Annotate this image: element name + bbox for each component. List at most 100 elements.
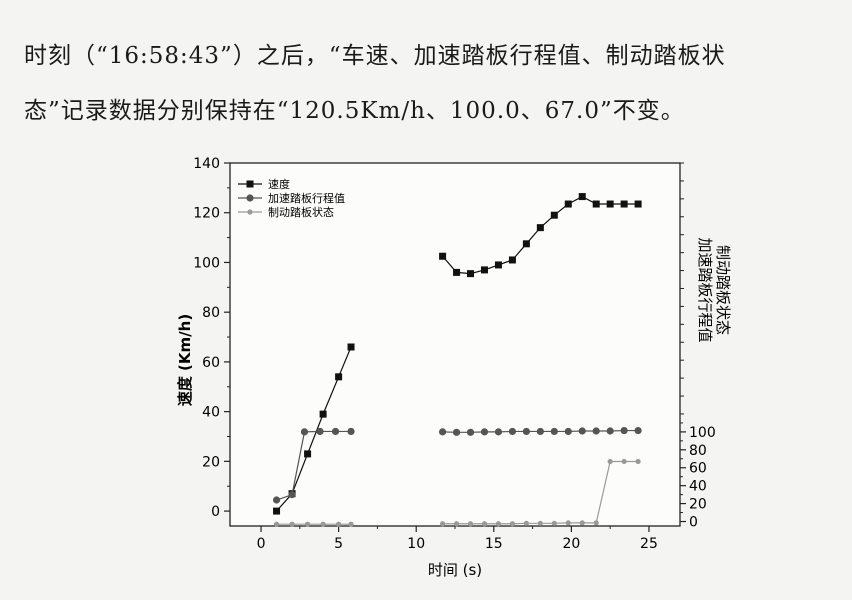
y-tick-label: 60 — [202, 355, 220, 371]
data-point — [522, 240, 530, 248]
x-tick-label: 0 — [257, 536, 266, 552]
data-point — [509, 521, 516, 527]
data-point — [319, 410, 327, 418]
data-point — [565, 520, 571, 526]
y2-tick-label: 40 — [689, 479, 707, 495]
x-tick-label: 5 — [334, 536, 343, 552]
data-point — [304, 450, 312, 458]
y2-tick-label: 100 — [689, 425, 716, 441]
y-tick-label: 120 — [193, 206, 220, 222]
y2-axis-label-2: 制动踏板状态 — [714, 245, 732, 335]
data-point — [607, 458, 613, 465]
data-point — [579, 520, 585, 526]
series-square — [273, 193, 642, 515]
data-point — [320, 521, 326, 527]
data-point — [289, 521, 295, 527]
series-circle — [272, 426, 642, 504]
data-point — [508, 256, 516, 264]
legend-label: 制动踏板状态 — [268, 205, 334, 219]
data-point — [606, 427, 614, 435]
data-point — [606, 200, 614, 208]
x-axis-label: 时间 (s) — [428, 561, 482, 579]
data-point — [551, 520, 557, 526]
x-tick-label: 25 — [640, 536, 658, 552]
data-point — [508, 427, 517, 436]
y-tick-label: 80 — [202, 305, 220, 321]
y-tick-label: 140 — [193, 156, 220, 172]
data-point — [620, 426, 628, 435]
data-point — [272, 496, 281, 504]
data-point — [453, 268, 461, 276]
y-tick-label: 100 — [193, 255, 220, 271]
data-point — [452, 428, 461, 436]
data-point — [335, 373, 343, 381]
data-point — [481, 521, 488, 527]
text-line-1: 时刻（“16:58:43”）之后，“车速、加速踏板行程值、制动踏板状 — [24, 43, 726, 69]
data-point — [634, 426, 642, 435]
data-point — [348, 521, 354, 527]
data-point — [564, 200, 572, 208]
legend-label: 加速踏板行程值 — [268, 191, 345, 205]
data-point — [578, 427, 586, 435]
x-tick-label: 15 — [485, 536, 503, 552]
data-point — [246, 180, 254, 188]
data-point — [494, 428, 503, 436]
data-point — [522, 427, 530, 436]
data-point — [592, 200, 600, 208]
data-point — [438, 428, 447, 436]
data-point — [578, 193, 586, 201]
data-point — [550, 427, 558, 436]
y-axis-label: 速度 (Km/h) — [176, 314, 194, 406]
legend-label: 速度 — [268, 177, 290, 191]
data-point — [620, 200, 628, 208]
data-point — [336, 521, 342, 527]
data-point — [495, 521, 502, 527]
data-point — [347, 343, 355, 351]
data-point — [564, 427, 572, 436]
axis-ticks: 0 5 10 15 20 25 0 20 40 60 80 100 120 140 0 20 40 60 80 100 — [193, 156, 715, 552]
data-point — [439, 521, 446, 527]
data-point — [621, 458, 627, 465]
y2-tick-label: 0 — [689, 515, 698, 531]
data-point — [494, 261, 502, 269]
data-point — [273, 521, 280, 527]
y-tick-label: 0 — [211, 504, 220, 520]
data-point — [467, 521, 474, 527]
data-point — [592, 427, 600, 435]
y2-tick-label: 80 — [689, 443, 707, 459]
series-layer — [272, 193, 642, 527]
data-point — [304, 521, 311, 527]
data-point — [467, 270, 475, 278]
y2-tick-label: 60 — [689, 461, 707, 477]
x-tick-label: 20 — [562, 536, 580, 552]
plot-area — [229, 162, 681, 527]
y2-axis-label-1: 加速踏板行程值 — [696, 237, 714, 342]
data-point — [480, 428, 489, 436]
data-point — [273, 507, 281, 515]
data-point — [635, 458, 641, 465]
data-point — [634, 200, 642, 208]
x-tick-label: 10 — [407, 536, 425, 552]
text-line-2: 态”记录数据分别保持在“120.5Km/h、100.0、67.0”不变。 — [24, 98, 685, 124]
data-point — [439, 252, 447, 260]
data-point — [536, 224, 544, 232]
data-point — [288, 491, 296, 499]
data-point — [480, 266, 488, 274]
series-circle-small — [273, 458, 641, 527]
y-tick-label: 20 — [202, 454, 220, 470]
data-point — [466, 428, 475, 436]
data-point — [331, 427, 340, 436]
data-point — [247, 209, 253, 215]
y-tick-label: 40 — [202, 405, 220, 421]
data-point — [300, 428, 309, 436]
data-point — [536, 427, 544, 436]
data-point — [246, 194, 254, 202]
data-point — [550, 211, 558, 219]
data-point — [537, 520, 543, 526]
data-point — [523, 520, 529, 526]
data-point — [593, 520, 599, 526]
data-point — [316, 427, 324, 436]
data-point — [347, 427, 355, 436]
